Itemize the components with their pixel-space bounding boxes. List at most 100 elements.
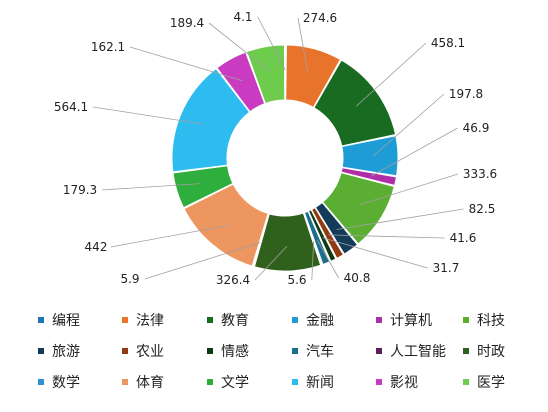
value-labels: 4.1 274.6 458.1 197.8 46.9 333.6 82.5 41.6 31.7 4… [54, 10, 497, 287]
donut-slice-16 [171, 67, 251, 173]
legend-swatch-8 [122, 348, 128, 354]
leader-line-3 [356, 42, 427, 107]
donut-slice-17 [216, 51, 266, 113]
value-label-16: 564.1 [54, 100, 88, 114]
leader-line-7 [336, 208, 464, 230]
legend-swatch-7 [38, 348, 44, 354]
legend-swatch-1 [38, 317, 44, 323]
donut-slice-8 [310, 206, 345, 260]
value-label-17: 162.1 [91, 40, 125, 54]
legend-item-2[interactable]: 法律 [122, 313, 164, 329]
leader-line-2 [297, 17, 309, 73]
leader-line-4 [372, 93, 445, 157]
legend-item-15[interactable]: 文学 [207, 375, 249, 391]
legend-label-13: 数学 [52, 375, 80, 391]
value-label-14: 442 [85, 240, 108, 254]
value-label-8: 41.6 [450, 231, 477, 245]
leader-line-14 [110, 225, 229, 248]
legend-label-7: 旅游 [52, 344, 80, 360]
donut-slice-7 [314, 201, 359, 255]
legend-label-17: 影视 [390, 375, 418, 391]
value-label-10: 40.8 [344, 271, 371, 285]
leader-line-9 [322, 237, 428, 269]
legend-item-16[interactable]: 新闻 [292, 375, 334, 391]
value-label-4: 197.8 [449, 87, 483, 101]
donut-slice-11 [303, 212, 323, 266]
legend-label-10: 汽车 [306, 343, 334, 360]
legend-swatch-5 [376, 317, 382, 323]
legend-label-3: 教育 [221, 313, 249, 329]
leader-line-10 [316, 239, 339, 279]
donut-slice-2 [285, 44, 342, 109]
legend-item-17[interactable]: 影视 [376, 375, 418, 391]
value-label-18: 189.4 [170, 16, 204, 30]
value-label-1: 4.1 [233, 10, 252, 24]
legend-swatch-4 [292, 317, 298, 323]
legend-item-1[interactable]: 编程 [38, 313, 80, 329]
donut-slice-9 [307, 209, 337, 262]
legend-swatch-10 [292, 348, 298, 354]
legend-item-8[interactable]: 农业 [122, 344, 164, 360]
legend-swatch-13 [38, 379, 44, 385]
legend-swatch-15 [207, 379, 213, 385]
legend-item-4[interactable]: 金融 [292, 313, 334, 329]
legend-swatch-16 [292, 379, 298, 385]
legend-label-8: 农业 [136, 344, 164, 360]
legend-swatch-6 [463, 317, 469, 323]
legend-item-18[interactable]: 医学 [463, 375, 505, 391]
value-label-5: 46.9 [463, 121, 490, 135]
leader-line-5 [371, 127, 458, 177]
donut-slice-18 [246, 44, 286, 105]
chart-slices [171, 44, 399, 272]
legend-item-11[interactable]: 人工智能 [376, 344, 446, 360]
legend-swatch-14 [122, 379, 128, 385]
value-label-9: 31.7 [433, 261, 460, 275]
legend-label-6: 科技 [477, 313, 505, 329]
value-label-3: 458.1 [431, 36, 465, 50]
legend-item-7[interactable]: 旅游 [38, 344, 80, 360]
leader-lines [92, 16, 464, 281]
legend-swatch-9 [207, 348, 213, 354]
value-label-15: 179.3 [63, 183, 97, 197]
donut-slice-3 [313, 59, 397, 147]
leader-line-18 [208, 22, 270, 72]
leader-line-13 [144, 242, 261, 280]
legend-label-4: 金融 [306, 313, 334, 329]
value-label-6: 333.6 [463, 167, 497, 181]
legend-label-15: 文学 [221, 375, 249, 391]
legend-label-18: 医学 [477, 375, 505, 391]
donut-slice-13 [252, 213, 270, 268]
value-label-7: 82.5 [469, 202, 496, 216]
legend-item-14[interactable]: 体育 [122, 375, 164, 391]
value-label-12: 326.4 [216, 273, 250, 287]
donut-slice-5 [340, 167, 397, 187]
leader-line-11 [311, 241, 315, 281]
legend-label-11: 人工智能 [390, 344, 446, 360]
legend-label-9: 情感 [221, 343, 249, 360]
legend-swatch-17 [376, 379, 382, 385]
leader-line-15 [101, 183, 201, 191]
value-label-2: 274.6 [303, 11, 337, 25]
donut-slice-4 [341, 135, 399, 177]
leader-line-17 [129, 46, 243, 82]
legend-item-12[interactable]: 时政 [463, 344, 505, 360]
donut-slice-14 [183, 183, 269, 267]
donut-slice-6 [321, 172, 395, 245]
donut-slice-15 [172, 165, 234, 209]
legend-label-12: 时政 [477, 344, 505, 360]
leader-line-1 [257, 16, 286, 71]
legend-item-10[interactable]: 汽车 [292, 343, 334, 360]
legend-swatch-2 [122, 317, 128, 323]
legend-item-13[interactable]: 数学 [38, 375, 80, 391]
leader-line-12 [254, 245, 288, 281]
legend-item-6[interactable]: 科技 [463, 313, 505, 329]
legend-item-9[interactable]: 情感 [207, 343, 249, 360]
legend-item-5[interactable]: 计算机 [376, 313, 432, 329]
legend-swatch-12 [463, 348, 469, 354]
leader-line-8 [327, 234, 445, 239]
legend-item-3[interactable]: 教育 [207, 313, 249, 329]
legend-label-16: 新闻 [306, 375, 334, 391]
donut-slice-12 [253, 212, 322, 272]
